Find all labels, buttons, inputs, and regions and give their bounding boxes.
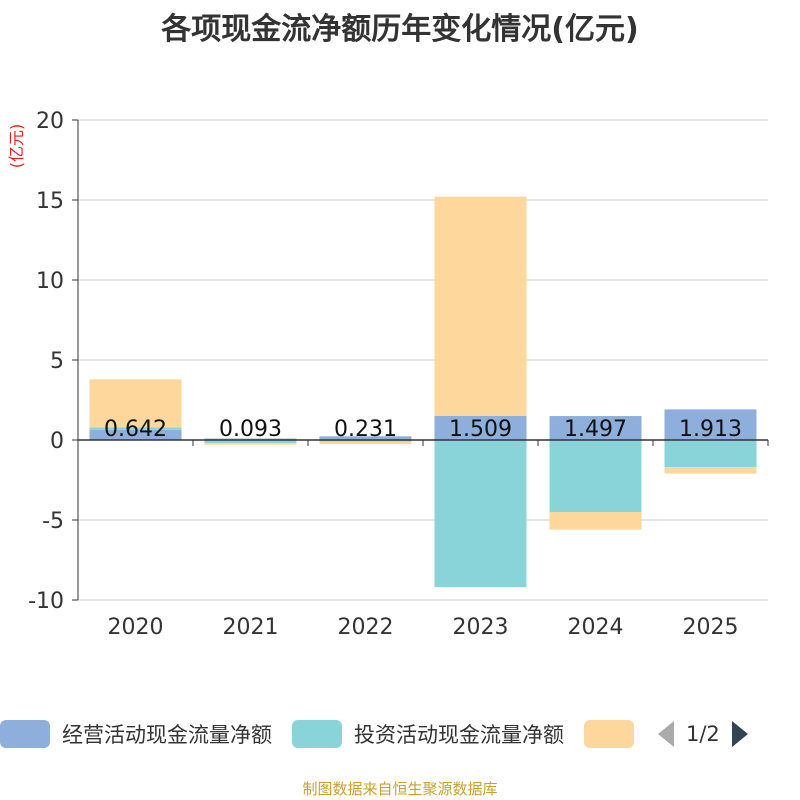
legend: 经营活动现金流量净额 投资活动现金流量净额 1/2 [0, 714, 800, 754]
y-axis-label: (亿元) [7, 124, 26, 169]
legend-label-investing: 投资活动现金流量净额 [354, 723, 564, 747]
bar-s0-2025 [664, 409, 757, 440]
legend-pager: 1/2 [656, 720, 750, 748]
x-tick-label-2024: 2024 [568, 615, 624, 640]
data-label-2023: 1.509 [449, 417, 512, 442]
y-tick-label-6: -10 [28, 589, 64, 614]
bar-s1-2023 [434, 440, 527, 588]
legend-swatch-financing [584, 720, 634, 748]
bar-s0-2024 [549, 416, 642, 440]
bar-s2-2021 [204, 443, 297, 445]
x-tick-label-2022: 2022 [338, 615, 394, 640]
data-label-2024: 1.497 [564, 417, 627, 442]
bar-s1-2025 [664, 440, 757, 468]
chart-plot: 20 15 10 5 0 -5 -10 (亿元) 0.642 0.093 0.231 1.509 1.4… [7, 109, 769, 640]
y-tick-label-1: 15 [36, 189, 64, 214]
legend-page-indicator: 1/2 [686, 722, 720, 746]
bar-s1-2020 [89, 427, 182, 430]
bar-s1-2024 [549, 440, 642, 512]
data-label-2025: 1.913 [679, 417, 742, 442]
chart-title: 各项现金流净额历年变化情况(亿元) [161, 12, 639, 47]
legend-swatch-operating [0, 720, 50, 748]
legend-item-financing[interactable] [584, 720, 634, 748]
source-note: 制图数据来自恒生聚源数据库 [302, 780, 498, 798]
bar-s1-2022 [319, 440, 412, 442]
y-tick-label-2: 10 [36, 269, 64, 294]
bar-s2-2020 [89, 379, 182, 428]
x-tick-label-2021: 2021 [223, 615, 279, 640]
y-tick-label-3: 5 [50, 349, 64, 374]
data-label-2022: 0.231 [334, 417, 397, 442]
chevron-left-icon[interactable] [656, 720, 676, 748]
bar-s2-2024 [549, 512, 642, 530]
x-tick-label-2020: 2020 [108, 615, 164, 640]
chevron-right-icon[interactable] [730, 720, 750, 748]
legend-label-operating: 经营活动现金流量净额 [62, 723, 272, 747]
bar-s2-2025 [664, 467, 757, 474]
data-label-2021: 0.093 [219, 417, 282, 442]
legend-swatch-investing [292, 720, 342, 748]
bar-s0-2020 [89, 429, 182, 440]
bar-s2-2023 [434, 196, 527, 416]
y-tick-label-0: 20 [36, 109, 64, 134]
bar-s2-2022 [319, 441, 412, 444]
legend-item-operating[interactable]: 经营活动现金流量净额 [0, 719, 272, 749]
y-tick-label-5: -5 [42, 509, 64, 534]
bar-s0-2022 [319, 436, 412, 440]
y-tick-label-4: 0 [50, 429, 64, 454]
bar-s1-2021 [204, 440, 297, 444]
legend-item-investing[interactable]: 投资活动现金流量净额 [292, 719, 564, 749]
data-label-2020: 0.642 [104, 417, 167, 442]
bar-s0-2023 [434, 415, 527, 440]
x-tick-label-2023: 2023 [453, 615, 509, 640]
x-tick-label-2025: 2025 [683, 615, 739, 640]
